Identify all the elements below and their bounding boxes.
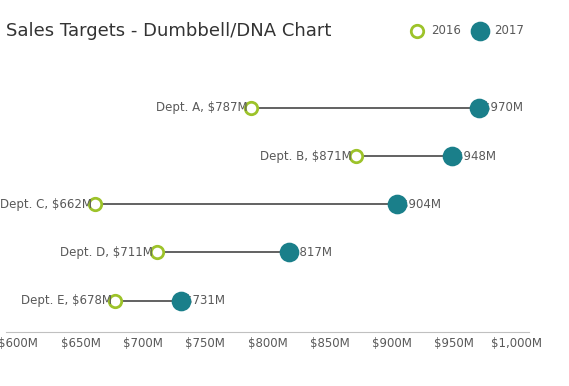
Point <box>284 249 293 256</box>
Point <box>352 153 361 159</box>
Text: Dept. C, $662M: Dept. C, $662M <box>0 198 92 211</box>
Point <box>91 201 100 207</box>
Point <box>475 105 484 111</box>
Text: $817M: $817M <box>292 246 332 259</box>
Point <box>152 249 161 256</box>
Text: Dept. D, $711M: Dept. D, $711M <box>60 246 152 259</box>
Point <box>447 153 456 159</box>
Text: $731M: $731M <box>185 294 225 307</box>
Point <box>247 105 256 111</box>
Text: Dept. A, $787M: Dept. A, $787M <box>156 102 248 115</box>
Legend: 2016, 2017: 2016, 2017 <box>400 19 529 42</box>
Text: Dept. B, $871M: Dept. B, $871M <box>261 150 352 163</box>
Point <box>393 201 402 207</box>
Point <box>177 298 186 304</box>
Text: Sales Targets - Dumbbell/DNA Chart: Sales Targets - Dumbbell/DNA Chart <box>6 22 331 40</box>
Text: Dept. E, $678M: Dept. E, $678M <box>20 294 112 307</box>
Text: $970M: $970M <box>483 102 523 115</box>
Point <box>111 298 120 304</box>
Text: $948M: $948M <box>456 150 496 163</box>
Text: $904M: $904M <box>401 198 441 211</box>
